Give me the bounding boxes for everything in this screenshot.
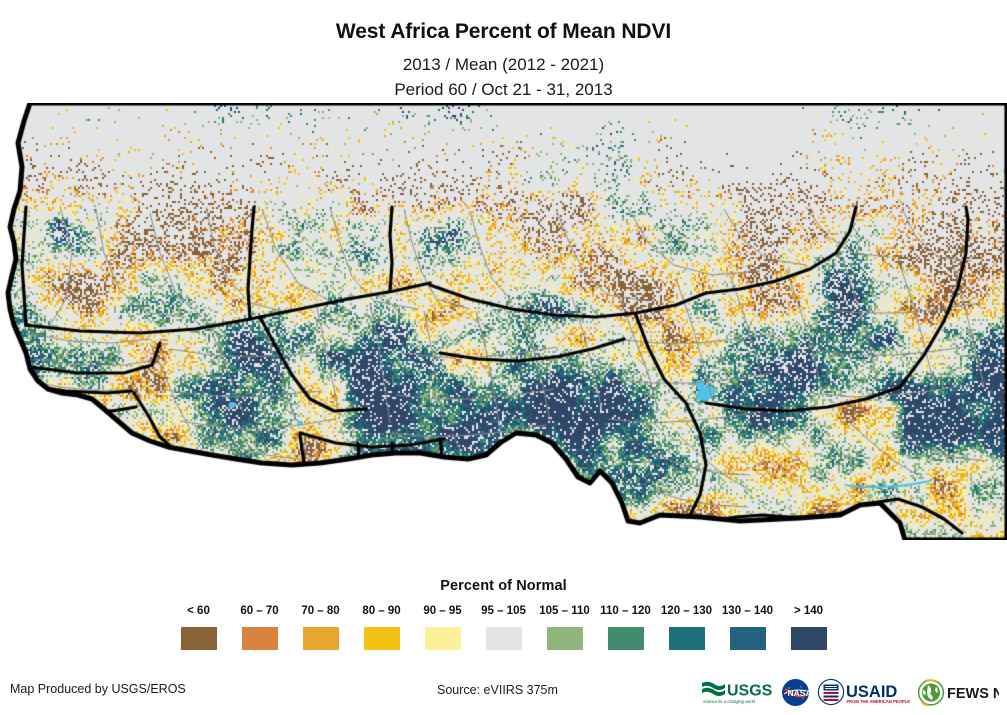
legend-class-label: 130 – 140 (721, 605, 774, 617)
legend-class-3: 70 – 80 (290, 605, 351, 650)
legend-class-9: 120 – 130 (656, 605, 717, 650)
legend-class-10: 130 – 140 (717, 605, 778, 650)
legend-class-5: 90 – 95 (412, 605, 473, 650)
legend-class-swatch (729, 626, 766, 650)
svg-text:NASA: NASA (788, 688, 811, 698)
legend-class-4: 80 – 90 (351, 605, 412, 650)
credit-source: Source: eVIIRS 375m (437, 683, 558, 697)
legend-class-swatch (607, 626, 644, 650)
legend-class-label: 110 – 120 (600, 605, 651, 617)
legend-class-label: 95 – 105 (481, 605, 526, 617)
usaid-logo: USAID FROM THE AMERICAN PEOPLE (817, 678, 911, 705)
legend-class-swatch (668, 626, 705, 650)
legend-class-7: 105 – 110 (534, 605, 595, 650)
legend-class-label: 80 – 90 (362, 605, 401, 617)
legend-class-label: > 140 (793, 605, 824, 617)
fewsnet-logo: FEWS NET (917, 678, 999, 706)
legend-class-label: 120 – 130 (660, 605, 713, 617)
legend: Percent of Normal < 60 60 – 70 70 – 80 80 –… (0, 578, 1007, 650)
legend-class-label: 90 – 95 (423, 605, 462, 617)
footer: Map Produced by USGS/EROS Source: eVIIRS… (0, 672, 1007, 715)
ndvi-raster-map[interactable] (0, 103, 1007, 540)
map-panel[interactable] (0, 103, 1007, 540)
logo-bar: USGS science for a changing world NASA U… (700, 676, 999, 708)
legend-class-swatch (546, 626, 583, 650)
legend-class-swatch (363, 626, 400, 650)
svg-text:USGS: USGS (727, 683, 773, 700)
legend-class-swatch (790, 626, 827, 650)
legend-class-label: < 60 (187, 605, 210, 617)
usgs-logo: USGS science for a changing world (702, 681, 773, 704)
legend-class-label: 60 – 70 (240, 605, 279, 617)
legend-class-swatch (241, 626, 278, 650)
svg-text:USAID: USAID (846, 683, 897, 701)
legend-class-swatch (180, 626, 217, 650)
legend-class-8: 110 – 120 (595, 605, 656, 650)
legend-class-6: 95 – 105 (473, 605, 534, 650)
legend-class-label: 105 – 110 (539, 605, 590, 617)
svg-text:FROM THE AMERICAN PEOPLE: FROM THE AMERICAN PEOPLE (847, 699, 911, 704)
svg-text:FEWS NET: FEWS NET (947, 686, 999, 702)
legend-class-swatch (485, 626, 522, 650)
legend-class-swatch (302, 626, 339, 650)
legend-class-1: < 60 (168, 605, 229, 650)
legend-class-label: 70 – 80 (301, 605, 340, 617)
legend-title: Percent of Normal (440, 578, 567, 594)
title-block: West Africa Percent of Mean NDVI 2013 / … (0, 0, 1007, 98)
page-title: West Africa Percent of Mean NDVI (335, 20, 672, 43)
svg-text:science for a changing world: science for a changing world (703, 699, 756, 704)
nasa-logo: NASA (782, 678, 811, 706)
credit-produced-by: Map Produced by USGS/EROS (10, 682, 186, 696)
legend-class-swatch (424, 626, 461, 650)
legend-class-11: > 140 (778, 605, 839, 650)
map-subtitle-period-dates: Period 60 / Oct 21 - 31, 2013 (394, 80, 613, 99)
map-subtitle-period-comparison: 2013 / Mean (2012 - 2021) (402, 55, 605, 74)
legend-class-2: 60 – 70 (229, 605, 290, 650)
legend-scale: < 60 60 – 70 70 – 80 80 – 90 90 – 95 95 – 105… (0, 605, 1007, 650)
